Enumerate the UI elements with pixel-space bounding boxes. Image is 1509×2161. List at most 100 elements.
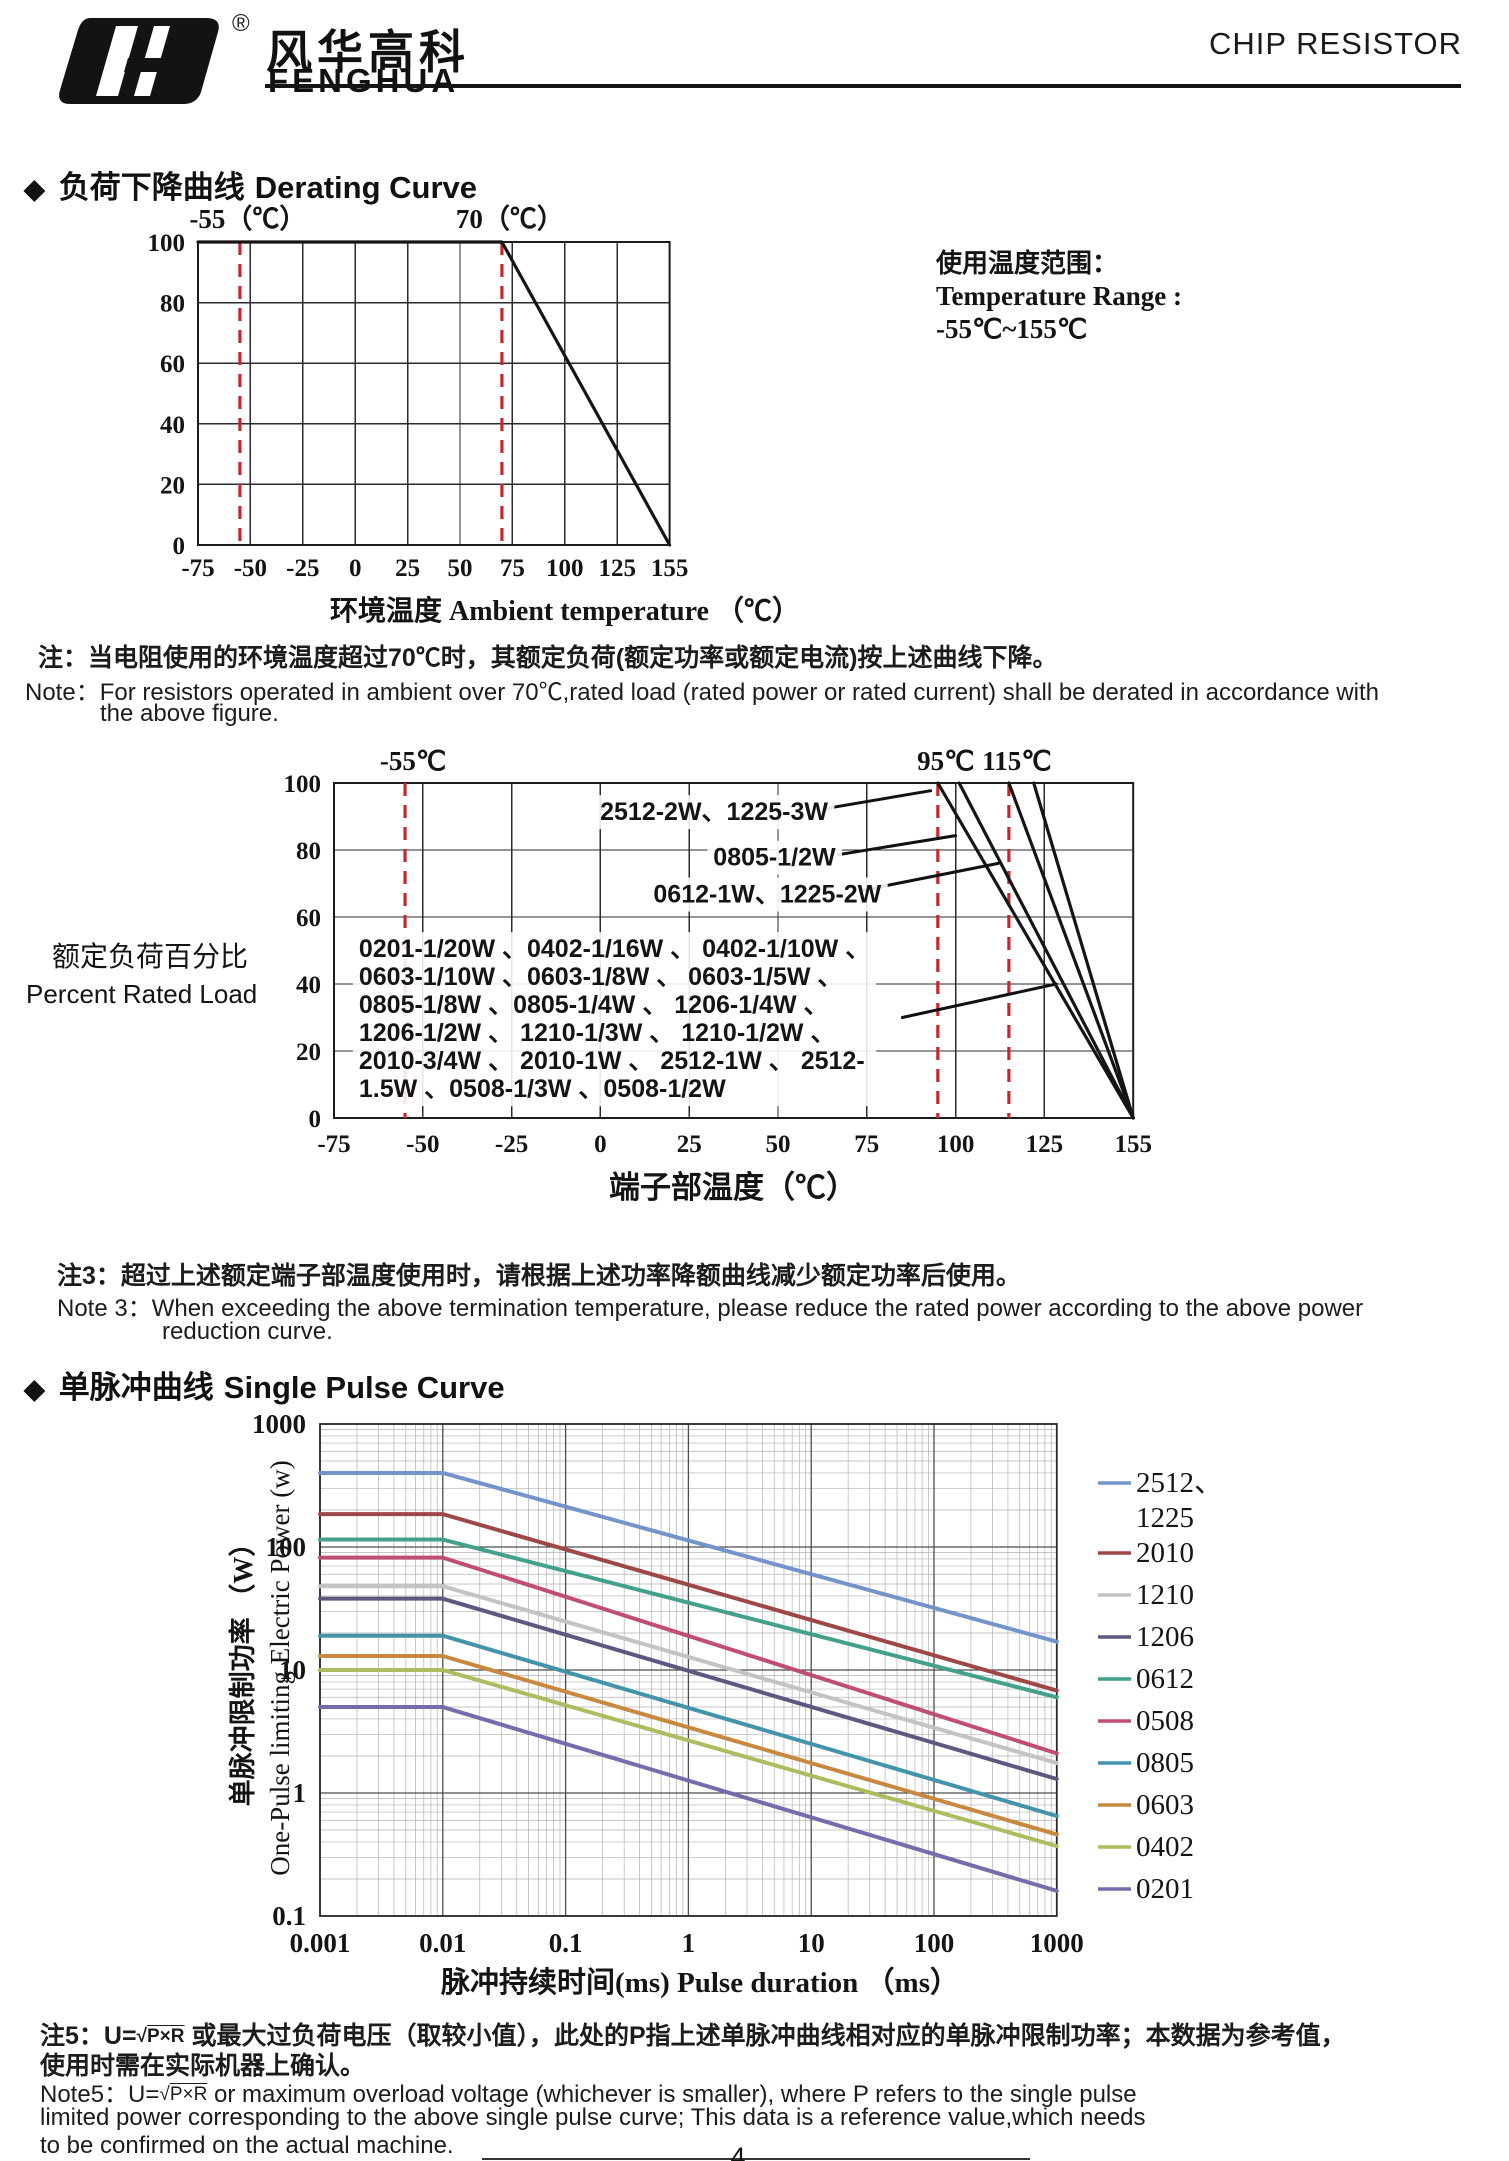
series-line-2512、1225 — [318, 1470, 1059, 1644]
fenghua-logo-icon — [58, 16, 236, 111]
x-tick-label: 50 — [766, 1131, 791, 1158]
diamond-bullet-icon: ◆ — [24, 1374, 45, 1404]
x-tick-label: 50 — [448, 555, 473, 582]
y-tick-label: 10 — [279, 1655, 306, 1685]
y-axis-title-cn: 单脉冲限制功率 （W） — [227, 1530, 258, 1807]
x-tick-label: 10 — [798, 1928, 825, 1958]
series-line-1206 — [318, 1596, 1059, 1781]
y-tick-label: 40 — [160, 412, 185, 439]
temperature-range-note: 使用温度范围： — [935, 248, 1118, 278]
x-tick-label: 155 — [1114, 1131, 1152, 1158]
y-tick-label: 80 — [296, 838, 321, 865]
section-title-cn: 单脉冲曲线 — [58, 1370, 214, 1405]
annotation-text: 1206-1/2W 、 1210-1/3W 、 1210-1/2W 、 — [359, 1019, 836, 1047]
x-tick-label: -75 — [317, 1131, 350, 1158]
section-heading-derating: ◆ 负荷下降曲线 Derating Curve — [24, 162, 477, 207]
x-tick-label: 0.1 — [549, 1928, 583, 1958]
section-title-en: Single Pulse Curve — [223, 1370, 505, 1405]
annotation-leader — [836, 834, 958, 857]
annotation-group: 0805-1/2W — [713, 844, 836, 872]
note5-cn-line1: 注5：U=√P×R 或最大过负荷电压（取较小值），此处的P指上述单脉冲曲线相对应… — [40, 2016, 1346, 2052]
annotation-bg — [647, 877, 888, 912]
temperature-range-note: Temperature Range : — [936, 281, 1182, 311]
legend-item-1210: 1210 — [1098, 1579, 1194, 1611]
sqrt-radical: √ — [136, 2026, 147, 2047]
x-tick-label: -50 — [406, 1131, 439, 1158]
legend-label: 2010 — [1136, 1537, 1194, 1569]
header-divider — [265, 84, 1461, 88]
note5-en-line3: to be confirmed on the actual machine. — [40, 2132, 454, 2159]
y-tick-label: 100 — [148, 230, 186, 257]
series-line-rated-load-derating — [196, 240, 672, 547]
brand-name-en: FENGHUA — [268, 62, 460, 99]
sqrt-formula: P×R — [169, 2084, 208, 2105]
annotation-bg — [707, 840, 842, 875]
registered-mark: ® — [232, 10, 250, 37]
x-axis-title: 脉冲持续时间(ms) Pulse duration （ms） — [441, 1966, 959, 1999]
note5-en-line1: Note5：U=√P×R or maximum overload voltage… — [40, 2074, 1137, 2109]
series-line-0402 — [318, 1668, 1059, 1849]
x-tick-label: 75 — [500, 555, 525, 582]
annotation-bg — [594, 795, 835, 830]
note5-cn-line2: 使用时需在实际机器上确认。 — [40, 2052, 366, 2080]
annotation-text: 0603-1/10W 、0603-1/8W 、 0603-1/5W 、 — [359, 963, 843, 991]
ref-line-label: 95℃ — [917, 746, 974, 776]
x-axis-title: 环境温度 Ambient temperature （℃） — [330, 594, 800, 627]
note5-suffix: 或最大过负荷电压（取较小值），此处的P指上述单脉冲曲线相对应的单脉冲限制功率；本… — [184, 2022, 1346, 2050]
y-tick-label: 100 — [284, 771, 322, 798]
note5-en-prefix: Note5：U= — [40, 2081, 160, 2108]
annotation-bg — [352, 932, 877, 1107]
note3-cn: 注3：超过上述额定端子部温度使用时，请根据上述功率降额曲线减少额定功率后使用。 — [57, 1262, 1021, 1290]
x-tick-label: 100 — [914, 1928, 955, 1958]
legend-label: 1206 — [1136, 1621, 1194, 1653]
annotation-text: 2010-3/4W 、 2010-1W 、 2512-1W 、 2512- — [359, 1047, 865, 1075]
sqrt-formula: P×R — [147, 2026, 185, 2047]
annotation-text: 0612-1W、1225-2W — [653, 881, 881, 909]
note5-en-line2: limited power corresponding to the above… — [40, 2104, 1146, 2131]
annotation-text: 2512-2W、1225-3W — [600, 798, 828, 826]
x-tick-label: -75 — [181, 555, 214, 582]
chart-derating-terminal: -55℃ 95℃ 115℃ 0 20 40 60 80 100 -75 -50 -25 0 25 50 75 1… — [26, 746, 1152, 1205]
y-tick-label: 100 — [266, 1532, 307, 1562]
y-axis-title-en: One-Pulse limiting Electric Power (w) — [265, 1460, 295, 1875]
x-tick-label: 0 — [594, 1131, 607, 1158]
footer-divider — [482, 2158, 1030, 2160]
series-line-0805-1/2W — [957, 781, 1135, 1120]
temperature-range-note: -55℃~155℃ — [936, 314, 1087, 344]
y-tick-label: 60 — [160, 351, 185, 378]
series-line-1210 — [318, 1584, 1059, 1766]
chart-derating-ambient: -55（℃） 70（℃） 0 20 40 60 80 100 -75 -50 -25 0 25 50 75 1… — [148, 204, 1182, 627]
legend-label: 0805 — [1136, 1747, 1194, 1779]
legend-label: 0508 — [1136, 1705, 1194, 1737]
note5-prefix: 注5：U= — [40, 2022, 137, 2050]
legend-item-2512、1225: 2512、1225 — [1098, 1467, 1223, 1534]
x-axis-title: 端子部温度（℃） — [609, 1170, 857, 1205]
annotation-text: 0805-1/8W 、0805-1/4W 、 1206-1/4W 、 — [359, 991, 829, 1019]
x-tick-label: -25 — [286, 555, 319, 582]
legend-item-0201: 0201 — [1098, 1873, 1194, 1905]
x-tick-label: -50 — [234, 555, 267, 582]
x-tick-label: 125 — [1026, 1131, 1064, 1158]
plot-border — [197, 241, 671, 546]
legend-label: 0201 — [1136, 1873, 1194, 1905]
ref-line-label: 115℃ — [982, 746, 1051, 776]
legend-item-0402: 0402 — [1098, 1831, 1194, 1863]
brand-name-cn: 风华高科 — [266, 26, 470, 78]
legend-item-0612: 0612 — [1098, 1663, 1194, 1695]
x-tick-label: 25 — [395, 555, 420, 582]
x-tick-label: 0 — [349, 555, 362, 582]
series-line-0805 — [318, 1633, 1059, 1819]
legend-item-0508: 0508 — [1098, 1705, 1194, 1737]
legend-label: 0603 — [1136, 1789, 1194, 1821]
diamond-bullet-icon: ◆ — [24, 174, 45, 204]
x-tick-label: -25 — [495, 1131, 528, 1158]
y-tick-label: 0.1 — [272, 1901, 306, 1931]
plot-border — [333, 782, 1135, 1119]
note3-en-line2: reduction curve. — [162, 1318, 333, 1345]
note1-en-line1: Note：For resistors operated in ambient o… — [25, 679, 1380, 706]
section-heading-pulse: ◆ 单脉冲曲线 Single Pulse Curve — [24, 1362, 505, 1407]
y-tick-label: 60 — [296, 905, 321, 932]
note5-en-suffix: or maximum overload voltage (whichever i… — [207, 2081, 1137, 2108]
series-line-0603 — [318, 1653, 1059, 1837]
